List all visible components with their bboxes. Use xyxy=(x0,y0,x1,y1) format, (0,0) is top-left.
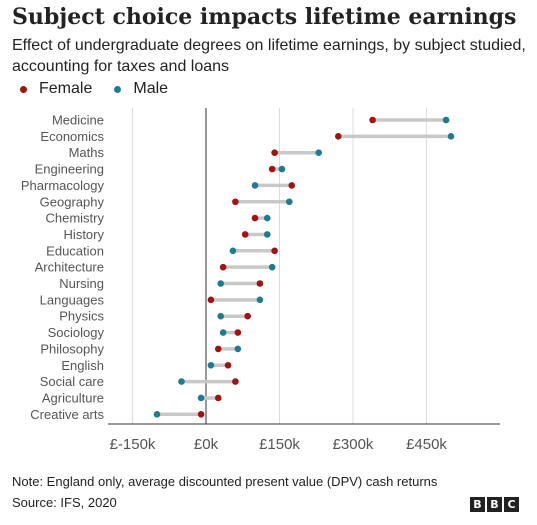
category-label: Pharmacology xyxy=(21,178,105,193)
female-point xyxy=(271,247,278,255)
category-label: Philosophy xyxy=(40,341,104,356)
legend-male-label: Male xyxy=(133,80,169,97)
category-label: Maths xyxy=(69,145,105,160)
female-point xyxy=(369,116,376,124)
bbc-logo-letter-2: B xyxy=(487,497,502,512)
male-point xyxy=(229,247,237,255)
male-point xyxy=(263,214,271,222)
category-label: Languages xyxy=(40,292,105,307)
legend-male-dot xyxy=(114,85,122,93)
female-point xyxy=(219,263,227,271)
female-point xyxy=(244,312,251,320)
male-point xyxy=(286,198,293,206)
female-point xyxy=(288,182,296,189)
female-point xyxy=(271,149,278,156)
female-point xyxy=(268,165,276,173)
female-point xyxy=(256,280,264,287)
male-point xyxy=(153,411,161,418)
male-point xyxy=(217,312,224,320)
male-point xyxy=(263,231,271,238)
category-label: Chemistry xyxy=(45,211,104,226)
chart-subtitle: Effect of undergraduate degrees on lifet… xyxy=(12,37,526,75)
female-point xyxy=(335,133,342,140)
male-point xyxy=(219,329,227,336)
x-tick-label: £300k xyxy=(333,436,374,453)
male-point xyxy=(197,394,205,402)
bbc-logo-letter-1: B xyxy=(470,497,485,512)
male-point xyxy=(278,165,286,173)
male-point xyxy=(442,116,450,124)
category-label: Social care xyxy=(40,374,104,389)
female-point xyxy=(251,214,259,222)
legend-item-male: Male xyxy=(114,80,168,98)
female-point xyxy=(214,345,222,353)
category-label: Architecture xyxy=(35,260,104,275)
x-tick-label: £150k xyxy=(259,436,300,453)
female-point xyxy=(224,361,232,369)
category-label: Physics xyxy=(59,309,104,324)
male-point xyxy=(256,296,264,304)
female-point xyxy=(207,296,215,304)
category-label: Economics xyxy=(40,129,104,144)
category-label: English xyxy=(61,358,104,373)
male-point xyxy=(447,133,455,140)
legend-female-dot xyxy=(20,85,27,93)
male-point xyxy=(268,263,276,271)
male-point xyxy=(178,378,185,385)
female-point xyxy=(214,394,222,402)
category-label: Geography xyxy=(40,194,105,209)
chart-source: Source: IFS, 2020 xyxy=(12,495,117,510)
category-label: Creative arts xyxy=(30,407,104,422)
female-point xyxy=(232,378,239,385)
legend-female-label: Female xyxy=(39,80,93,97)
category-label: Sociology xyxy=(48,325,105,340)
female-point xyxy=(241,231,249,238)
x-tick-label: £450k xyxy=(406,436,447,453)
category-label: Nursing xyxy=(59,276,104,291)
x-tick-label: £-150k xyxy=(110,436,156,453)
chart-title: Subject choice impacts lifetime earnings xyxy=(12,4,517,30)
category-label: Agriculture xyxy=(42,390,104,405)
chart-note: Note: England only, average discounted p… xyxy=(12,474,438,489)
category-label: History xyxy=(64,227,105,242)
category-label: Medicine xyxy=(52,113,104,128)
category-label: Engineering xyxy=(35,162,104,177)
bbc-logo: B B C xyxy=(468,497,519,512)
female-point xyxy=(234,329,242,336)
male-point xyxy=(234,345,242,353)
male-point xyxy=(251,182,259,189)
legend: Female Male xyxy=(20,80,190,98)
male-point xyxy=(315,149,323,156)
female-point xyxy=(232,198,239,206)
dumbbell-chart: £-150k £0k £150k £300k £450k MedicineEconomic… xyxy=(21,108,500,453)
x-tick-label: £0k xyxy=(194,436,219,453)
category-label: Education xyxy=(46,243,104,258)
legend-item-female: Female xyxy=(20,80,92,98)
male-point xyxy=(217,280,224,287)
bbc-logo-letter-3: C xyxy=(504,497,519,512)
female-point xyxy=(197,411,205,418)
male-point xyxy=(207,361,215,369)
